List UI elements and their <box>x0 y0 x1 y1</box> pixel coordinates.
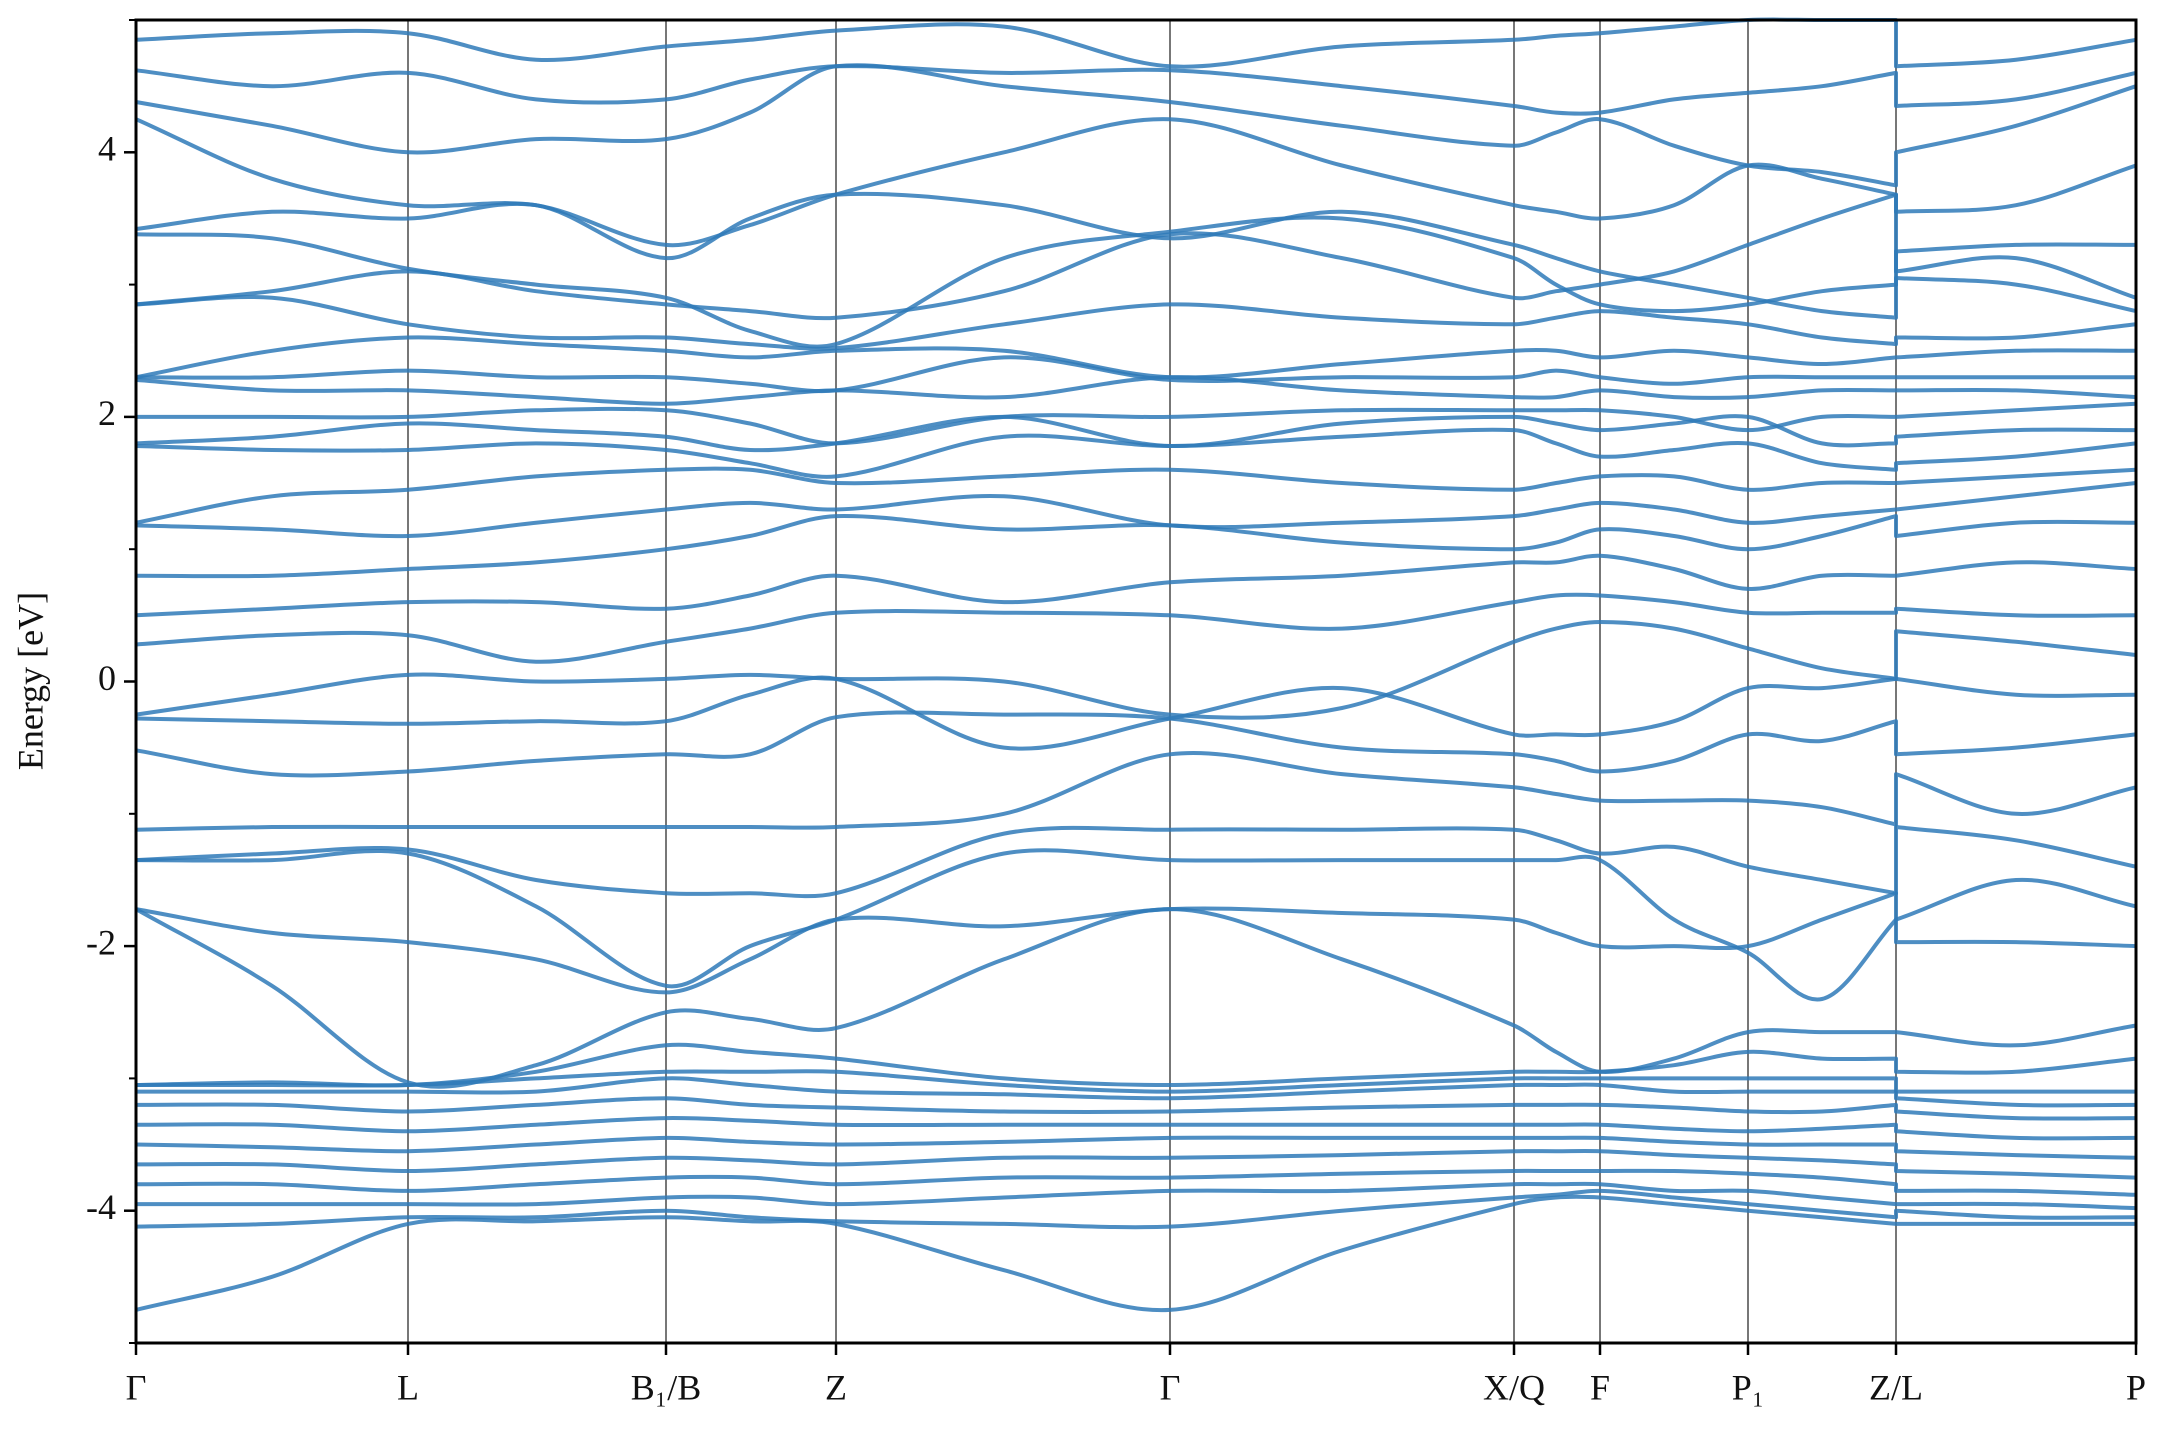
band-line <box>135 1135 2137 1160</box>
band-line <box>135 117 2137 248</box>
y-axis-label: Energy [eV] <box>10 592 50 770</box>
x-tick-label: Γ <box>126 1367 147 1407</box>
y-tick-label: 2 <box>98 393 116 433</box>
y-tick-label: -4 <box>86 1187 116 1227</box>
x-tick-label: Γ <box>1160 1367 1181 1407</box>
band-line <box>135 192 2137 321</box>
band-line <box>135 620 2137 720</box>
band-line <box>135 63 2137 188</box>
band-line <box>135 907 2137 1089</box>
band-line <box>135 825 2137 899</box>
band-line <box>135 414 2137 453</box>
band-line <box>136 1069 2136 1094</box>
band-line <box>135 294 2137 351</box>
band-line <box>135 64 2137 116</box>
band-line <box>135 466 2137 525</box>
band-line <box>135 1096 2137 1121</box>
band-line <box>135 1116 2137 1141</box>
band-line <box>135 514 2137 579</box>
bands <box>135 17 2137 1313</box>
band-line <box>135 1076 2137 1108</box>
x-tick-label: X/Q <box>1483 1367 1545 1407</box>
y-tick-label: 0 <box>98 658 116 698</box>
y-tick-label: 4 <box>98 129 116 169</box>
x-tick-label: B₁/B <box>631 1367 702 1407</box>
band-line <box>135 481 2137 539</box>
band-line <box>135 335 2137 380</box>
band-line <box>135 675 2137 751</box>
x-tick-label: Z <box>825 1367 847 1407</box>
band-line <box>136 401 2137 446</box>
band-line <box>135 1194 2136 1313</box>
band-line <box>135 750 2137 832</box>
band-line <box>135 592 2137 664</box>
band-line <box>135 17 2137 69</box>
band-line <box>135 375 2137 406</box>
x-tick-label: L <box>397 1367 419 1407</box>
x-tick-label: F <box>1590 1367 1610 1407</box>
x-tick-label: P <box>2126 1367 2146 1407</box>
band-line <box>135 1148 2137 1180</box>
band-line <box>136 1181 2137 1211</box>
axes: Γ L B₁/B Z Γ X/Q F P₁ Z/L P -4 -2 0 2 4 <box>86 19 2146 1407</box>
band-line <box>135 1168 2137 1197</box>
x-tick-label: Z/L <box>1869 1367 1923 1407</box>
band-line <box>135 848 2137 1002</box>
band-line <box>135 1042 2137 1088</box>
band-line <box>135 1188 2137 1230</box>
y-tick-label: -2 <box>86 922 116 962</box>
x-tick-label: P₁ <box>1732 1367 1765 1407</box>
band-line <box>135 215 2137 349</box>
band-line <box>135 355 2136 394</box>
band-line <box>135 427 2137 479</box>
band-line <box>135 553 2137 618</box>
band-line <box>135 710 2137 778</box>
band-line <box>135 891 2137 995</box>
